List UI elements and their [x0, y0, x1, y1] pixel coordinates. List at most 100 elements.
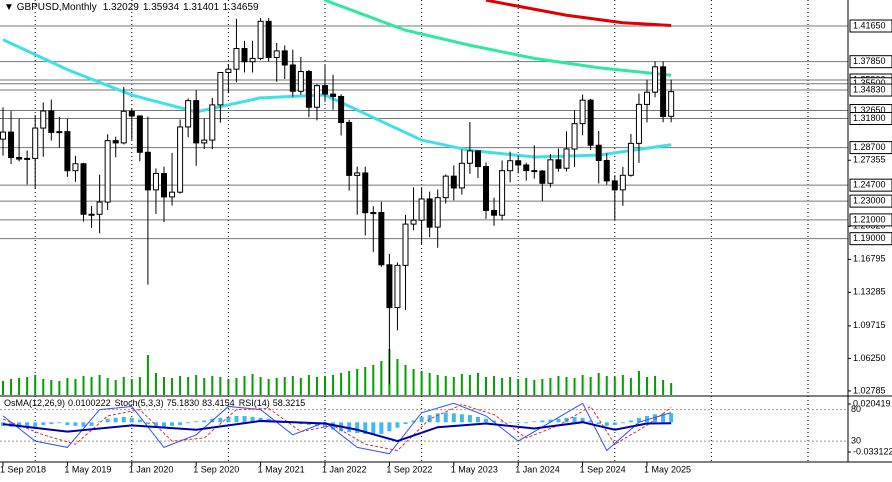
candle-body: [555, 159, 562, 169]
osma-bar: [242, 416, 247, 423]
volume-bar: [42, 379, 45, 395]
candle-body: [362, 172, 369, 214]
candle-body: [491, 209, 498, 216]
osma-bar: [492, 420, 497, 423]
osma-bar: [524, 422, 529, 424]
volume-bar: [654, 376, 657, 395]
candle-body: [418, 198, 425, 221]
volume-bar: [324, 376, 326, 395]
y-tick-label: 1.02785: [853, 385, 886, 395]
osma-bar: [379, 422, 384, 434]
candle-body: [273, 50, 280, 58]
level-label-box: [849, 55, 892, 69]
candle-body: [619, 174, 626, 191]
volume-bar: [573, 378, 576, 395]
indicator-legend: OsMA(12,26,9) 0.0100222 Stoch(5,3,3) 75.183…: [4, 398, 305, 408]
osma-bar: [395, 422, 400, 428]
candle-body: [88, 213, 95, 216]
volume-bar: [581, 375, 584, 395]
osma-bar: [49, 422, 54, 425]
osma-bar: [387, 422, 392, 432]
volume-bar: [138, 377, 141, 395]
osma-bar: [41, 422, 46, 425]
y-tick-label: 1.16795: [853, 254, 886, 264]
volume-bar: [163, 377, 165, 395]
osma-bar: [596, 422, 601, 425]
candle-body: [249, 57, 256, 63]
level-label-box: [849, 178, 892, 192]
osma-bar: [363, 422, 368, 434]
candle-body: [289, 64, 296, 92]
osma-bar: [556, 418, 561, 423]
volume-bar: [10, 379, 13, 395]
candle-body: [24, 157, 31, 160]
osma-bar: [89, 422, 94, 426]
x-tick-label: 1 May 2019: [64, 464, 111, 474]
candle-body: [531, 170, 538, 173]
volume-bar: [605, 376, 608, 395]
osma-bar: [403, 422, 408, 425]
candle-body: [426, 198, 433, 228]
level-label-box: [849, 19, 892, 33]
volume-bar: [90, 377, 93, 395]
candle-body: [265, 20, 272, 58]
volume-bar: [130, 379, 133, 395]
osma-bar: [669, 413, 674, 423]
close-value: 1.34659: [222, 2, 259, 13]
volume-bar: [364, 367, 367, 395]
volume-bar: [195, 375, 198, 395]
candle-body: [136, 115, 143, 153]
volume-bar: [621, 375, 624, 395]
candle-body: [450, 175, 457, 189]
osma-bar: [129, 417, 134, 423]
volume-bar: [146, 355, 149, 395]
volume-bar: [235, 378, 238, 395]
candle-body: [209, 104, 216, 141]
candle-body: [217, 71, 224, 106]
volume-bar: [444, 376, 447, 395]
x-tick-label: 1 May 2021: [258, 464, 305, 474]
osma-value: 0.0100222: [68, 398, 111, 408]
osma-bar: [153, 422, 158, 426]
volume-bar: [517, 379, 520, 395]
volume-bar: [396, 359, 399, 395]
candle-body: [104, 140, 111, 203]
candle-body: [386, 264, 393, 309]
candle-body: [410, 219, 417, 225]
osma-bar: [484, 418, 488, 423]
volume-bar: [476, 373, 479, 395]
candle-body: [563, 148, 570, 169]
candle-body: [96, 201, 103, 215]
osma-bar: [620, 422, 625, 424]
volume-bar: [412, 369, 415, 395]
candle-body: [233, 48, 240, 70]
osma-bar: [508, 422, 513, 423]
volume-bar: [50, 380, 53, 395]
candle-body: [483, 166, 489, 211]
osma-bar: [540, 420, 545, 423]
y-tick-label: 1.13285: [853, 287, 886, 297]
volume-bar: [82, 376, 85, 395]
osma-bar: [661, 413, 666, 423]
y-tick-label: 1.09715: [853, 320, 886, 330]
osma-bar: [612, 422, 617, 425]
candle-body: [338, 95, 345, 123]
osma-bar: [186, 422, 191, 424]
osma-bar: [57, 422, 62, 424]
price-window: [0, 0, 848, 462]
osma-bar: [250, 416, 255, 423]
volume-bar: [549, 378, 552, 395]
osma-bar: [33, 422, 38, 427]
volume-bar: [670, 383, 673, 395]
volume-bar: [589, 377, 592, 395]
volume-bar: [637, 371, 640, 395]
candle-body: [466, 150, 473, 164]
volume-bar: [332, 375, 335, 395]
osma-bar: [516, 422, 521, 424]
osma-bar: [145, 422, 150, 425]
osma-bar: [81, 422, 86, 427]
indicator-window: [0, 402, 848, 455]
candle-body: [370, 212, 377, 215]
